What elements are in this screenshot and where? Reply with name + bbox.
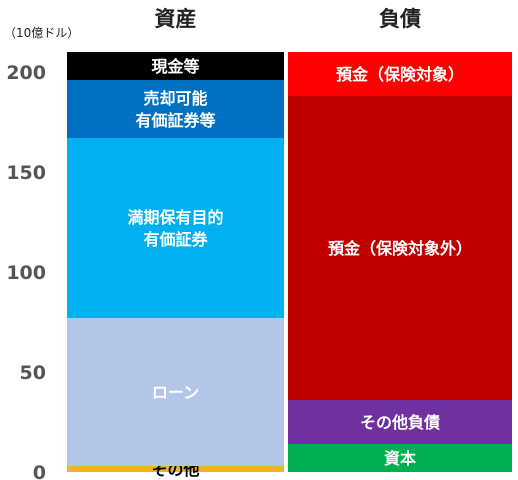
segment-label: 預金（保険対象）: [336, 65, 464, 84]
column-heading: 負債: [379, 7, 421, 31]
segment-label: 売却可能有価証券等: [135, 89, 215, 130]
segment-label: 現金等: [151, 57, 199, 76]
y-tick-label: 100: [6, 262, 46, 284]
segment-label: 満期保有目的有価証券: [127, 208, 223, 249]
y-tick-label: 150: [6, 162, 46, 184]
y-axis: 0 50 100 150 200: [6, 62, 46, 480]
segment-label-line: 現金等: [151, 57, 199, 76]
bar-segment: [67, 466, 284, 472]
bar-segment: [67, 318, 284, 466]
y-tick-label: 50: [20, 362, 46, 384]
y-tick-label: 200: [6, 62, 46, 84]
segment-label-line: 売却可能: [143, 89, 207, 108]
bar-segment: [288, 400, 512, 444]
bar-segment: [67, 52, 284, 80]
stacked-bars: その他ローン満期保有目的有価証券売却可能有価証券等現金等資本その他負債預金（保険…: [67, 52, 512, 479]
column-headings: 資産 負債: [155, 7, 422, 31]
segment-label-line: その他負債: [360, 413, 440, 432]
y-tick-label: 0: [33, 462, 46, 480]
segment-label-line: 預金（保険対象）: [336, 65, 464, 84]
segment-label-line: 有価証券: [143, 230, 208, 249]
bar-segment: [288, 444, 512, 472]
bar-segment: [288, 96, 512, 400]
segment-label: ローン: [152, 383, 199, 402]
unit-label: （10億ドル）: [4, 26, 79, 40]
bar-segment: [67, 80, 284, 138]
segment-label: その他負債: [360, 413, 440, 432]
segment-label-line: 資本: [384, 449, 416, 468]
segment-label-line: 満期保有目的: [127, 208, 223, 227]
segment-label-line: ローン: [152, 383, 199, 402]
bar-segment: [67, 138, 284, 318]
bar-segment: [288, 52, 512, 96]
segment-label-line: 有価証券等: [135, 111, 215, 130]
segment-label: 資本: [384, 449, 416, 468]
segment-label: 預金（保険対象外）: [328, 239, 472, 258]
segment-label-line: 預金（保険対象外）: [328, 239, 472, 258]
column-heading: 資産: [155, 7, 197, 31]
